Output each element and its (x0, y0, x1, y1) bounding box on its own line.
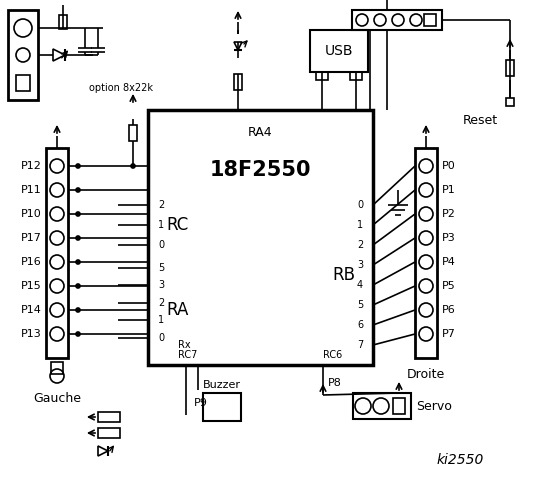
Text: P13: P13 (21, 329, 42, 339)
Text: RB: RB (332, 266, 355, 284)
Text: 0: 0 (357, 200, 363, 210)
Text: 0: 0 (158, 333, 164, 343)
Bar (129, 125, 137, 141)
Bar (350, 72, 362, 80)
Text: 18F2550: 18F2550 (210, 160, 311, 180)
Text: P4: P4 (442, 257, 456, 267)
Bar (98, 428, 120, 438)
Circle shape (76, 260, 80, 264)
Text: P17: P17 (21, 233, 42, 243)
Text: 1: 1 (357, 220, 363, 230)
Text: USB: USB (325, 44, 353, 58)
Text: ki2550: ki2550 (436, 453, 484, 467)
Text: P9: P9 (194, 398, 208, 408)
Text: 7: 7 (357, 340, 363, 350)
Text: 2: 2 (158, 200, 164, 210)
Text: Rx: Rx (178, 340, 191, 350)
Text: 2: 2 (158, 298, 164, 308)
Bar (393, 398, 405, 414)
Text: P12: P12 (21, 161, 42, 171)
Bar (424, 14, 436, 26)
Text: 3: 3 (158, 280, 164, 290)
Text: Buzzer: Buzzer (203, 380, 241, 390)
Bar (310, 30, 368, 72)
Text: P5: P5 (442, 281, 456, 291)
Text: P15: P15 (21, 281, 42, 291)
Text: P7: P7 (442, 329, 456, 339)
Text: RA: RA (166, 301, 189, 319)
Text: RA4: RA4 (248, 125, 273, 139)
Text: 0: 0 (158, 240, 164, 250)
Bar (98, 412, 120, 422)
Text: P11: P11 (21, 185, 42, 195)
Bar (506, 98, 514, 106)
Text: 3: 3 (357, 260, 363, 270)
Bar (203, 393, 241, 421)
Text: P2: P2 (442, 209, 456, 219)
Circle shape (76, 236, 80, 240)
Circle shape (76, 164, 80, 168)
Text: P0: P0 (442, 161, 456, 171)
Text: Reset: Reset (462, 113, 498, 127)
Bar (234, 74, 242, 90)
Bar (415, 148, 437, 358)
Text: P10: P10 (21, 209, 42, 219)
Circle shape (131, 164, 135, 168)
Text: 6: 6 (357, 320, 363, 330)
Text: P1: P1 (442, 185, 456, 195)
Text: 4: 4 (357, 280, 363, 290)
Text: P6: P6 (442, 305, 456, 315)
Bar (59, 15, 67, 29)
Text: P3: P3 (442, 233, 456, 243)
Bar (148, 110, 373, 365)
Circle shape (76, 308, 80, 312)
Text: P16: P16 (21, 257, 42, 267)
Text: RC: RC (166, 216, 188, 234)
Text: RC6: RC6 (323, 350, 342, 360)
Text: option 8x22k: option 8x22k (89, 83, 153, 93)
Text: Gauche: Gauche (33, 392, 81, 405)
Bar (353, 393, 411, 419)
Text: P8: P8 (328, 378, 342, 388)
Text: P14: P14 (21, 305, 42, 315)
Text: 1: 1 (158, 220, 164, 230)
Circle shape (76, 212, 80, 216)
Bar (8, 10, 38, 100)
Text: 1: 1 (158, 315, 164, 325)
Text: Servo: Servo (416, 399, 452, 412)
Bar (16, 75, 30, 91)
Bar (51, 362, 63, 374)
Bar (316, 72, 328, 80)
Bar (46, 148, 68, 358)
Text: Droite: Droite (407, 368, 445, 381)
Text: 5: 5 (158, 263, 164, 273)
Text: RC7: RC7 (178, 350, 197, 360)
Bar (506, 60, 514, 76)
Circle shape (76, 188, 80, 192)
Circle shape (76, 332, 80, 336)
Circle shape (76, 284, 80, 288)
Bar (352, 10, 442, 30)
Text: 5: 5 (357, 300, 363, 310)
Text: 2: 2 (357, 240, 363, 250)
